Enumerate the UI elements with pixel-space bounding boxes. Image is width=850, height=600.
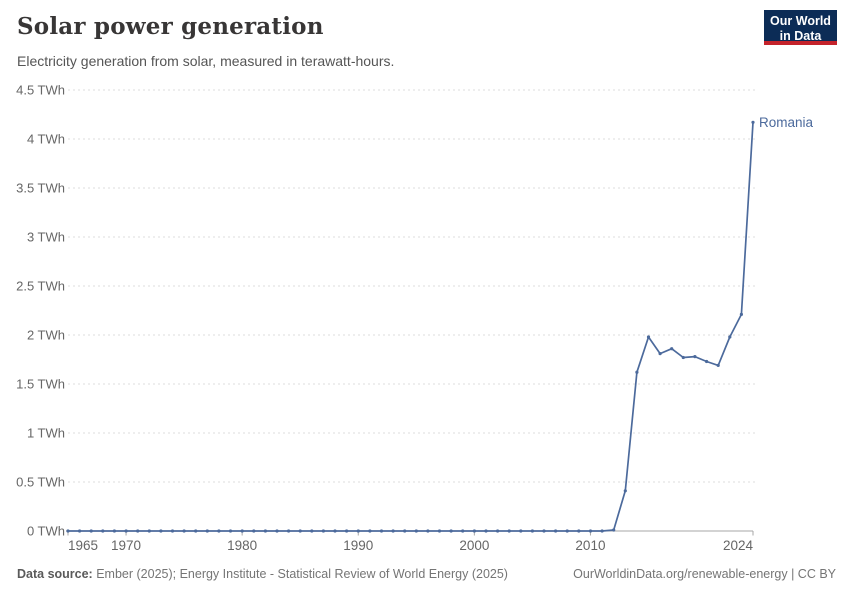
data-point[interactable] xyxy=(310,529,314,533)
x-tick-label: 2024 xyxy=(723,538,754,553)
data-point[interactable] xyxy=(437,529,442,533)
data-point[interactable] xyxy=(101,529,105,533)
y-tick-label: 2.5 TWh xyxy=(16,279,65,294)
y-tick-label: 4.5 TWh xyxy=(16,83,65,98)
y-tick-label: 2 TWh xyxy=(27,328,65,343)
data-point[interactable] xyxy=(681,355,685,360)
data-point[interactable] xyxy=(484,529,488,533)
data-point[interactable] xyxy=(403,529,407,533)
data-point[interactable] xyxy=(635,370,639,374)
data-point[interactable] xyxy=(240,529,244,533)
data-point[interactable] xyxy=(612,528,616,532)
data-point[interactable] xyxy=(345,529,349,533)
data-point[interactable] xyxy=(170,529,175,533)
owid-link[interactable]: OurWorldinData.org/renewable-energy | CC… xyxy=(573,567,836,581)
x-tick-label: 1980 xyxy=(227,538,257,553)
data-point[interactable] xyxy=(298,529,302,533)
y-tick-label: 3 TWh xyxy=(27,230,65,245)
y-axis: 0 TWh 0.5 TWh 1 TWh 1.5 TWh 2 TWh 2.5 TWh 3 TW… xyxy=(16,83,65,539)
data-point[interactable] xyxy=(751,120,755,124)
series-line[interactable] xyxy=(67,121,754,532)
data-point[interactable] xyxy=(739,312,744,316)
x-tick-label: 2010 xyxy=(575,538,605,553)
data-point[interactable] xyxy=(333,529,337,533)
data-point[interactable] xyxy=(449,529,453,533)
data-point[interactable] xyxy=(368,529,372,533)
data-point[interactable] xyxy=(78,529,82,533)
data-point[interactable] xyxy=(124,529,128,533)
data-point[interactable] xyxy=(182,529,186,533)
data-point[interactable] xyxy=(472,529,476,533)
series-label-romania[interactable]: Romania xyxy=(759,115,814,130)
data-point[interactable] xyxy=(252,529,256,533)
y-tick-label: 1.5 TWh xyxy=(16,377,65,392)
data-point[interactable] xyxy=(507,529,511,533)
data-point[interactable] xyxy=(217,529,221,533)
data-source-text: Ember (2025); Energy Institute - Statist… xyxy=(92,567,508,581)
data-point[interactable] xyxy=(693,355,697,359)
y-tick-label: 4 TWh xyxy=(27,132,65,147)
data-point[interactable] xyxy=(565,529,569,533)
data-point[interactable] xyxy=(356,529,360,533)
data-point[interactable] xyxy=(646,335,651,339)
y-tick-label: 3.5 TWh xyxy=(16,181,65,196)
y-tick-label: 0 TWh xyxy=(27,524,65,539)
data-point[interactable] xyxy=(461,529,465,533)
data-point[interactable] xyxy=(228,529,233,533)
data-point[interactable] xyxy=(600,529,604,533)
data-point[interactable] xyxy=(147,529,151,533)
data-point[interactable] xyxy=(414,529,418,533)
owid-logo-line1: Our World xyxy=(770,14,831,28)
data-point[interactable] xyxy=(728,335,732,339)
owid-logo[interactable]: Our World in Data xyxy=(764,10,837,45)
gridlines xyxy=(68,89,757,483)
data-point[interactable] xyxy=(263,529,267,533)
data-point[interactable] xyxy=(577,529,581,533)
x-axis: 1965 1970 1980 1990 2000 2010 2024 xyxy=(66,530,754,553)
data-point[interactable] xyxy=(519,529,523,533)
x-tick-label: 2000 xyxy=(459,538,489,553)
data-point[interactable] xyxy=(205,529,209,533)
owid-logo-line2: in Data xyxy=(779,29,822,43)
data-point[interactable] xyxy=(530,529,535,533)
page-title: Solar power generation xyxy=(17,13,324,40)
data-point[interactable] xyxy=(89,529,93,533)
data-point[interactable] xyxy=(391,529,395,533)
data-point[interactable] xyxy=(658,352,662,356)
data-point[interactable] xyxy=(426,529,430,533)
chart-footer: Data source: Ember (2025); Energy Instit… xyxy=(17,567,836,581)
data-point[interactable] xyxy=(496,529,500,533)
data-point[interactable] xyxy=(379,529,384,533)
data-point[interactable] xyxy=(321,529,325,533)
data-point[interactable] xyxy=(159,529,163,533)
data-point[interactable] xyxy=(275,529,279,533)
series-romania[interactable]: Romania xyxy=(66,115,814,533)
data-point[interactable] xyxy=(194,529,198,533)
data-point[interactable] xyxy=(542,529,546,533)
data-point[interactable] xyxy=(136,529,140,533)
data-point[interactable] xyxy=(716,363,720,367)
data-point[interactable] xyxy=(287,529,291,533)
data-source-label: Data source: xyxy=(17,567,93,581)
x-tick-label: 1965 xyxy=(68,538,98,553)
data-point[interactable] xyxy=(670,347,674,351)
x-tick-label: 1970 xyxy=(111,538,141,553)
y-tick-label: 0.5 TWh xyxy=(16,475,65,490)
data-point[interactable] xyxy=(588,529,593,533)
data-point[interactable] xyxy=(66,529,70,533)
x-tick-label: 1990 xyxy=(343,538,373,553)
data-point[interactable] xyxy=(705,359,709,364)
data-point[interactable] xyxy=(623,489,627,493)
data-point[interactable] xyxy=(112,529,116,533)
chart-subtitle: Electricity generation from solar, measu… xyxy=(17,53,395,69)
y-tick-label: 1 TWh xyxy=(27,426,65,441)
data-point[interactable] xyxy=(554,529,558,533)
data-source-note: Data source: Ember (2025); Energy Instit… xyxy=(17,567,508,581)
